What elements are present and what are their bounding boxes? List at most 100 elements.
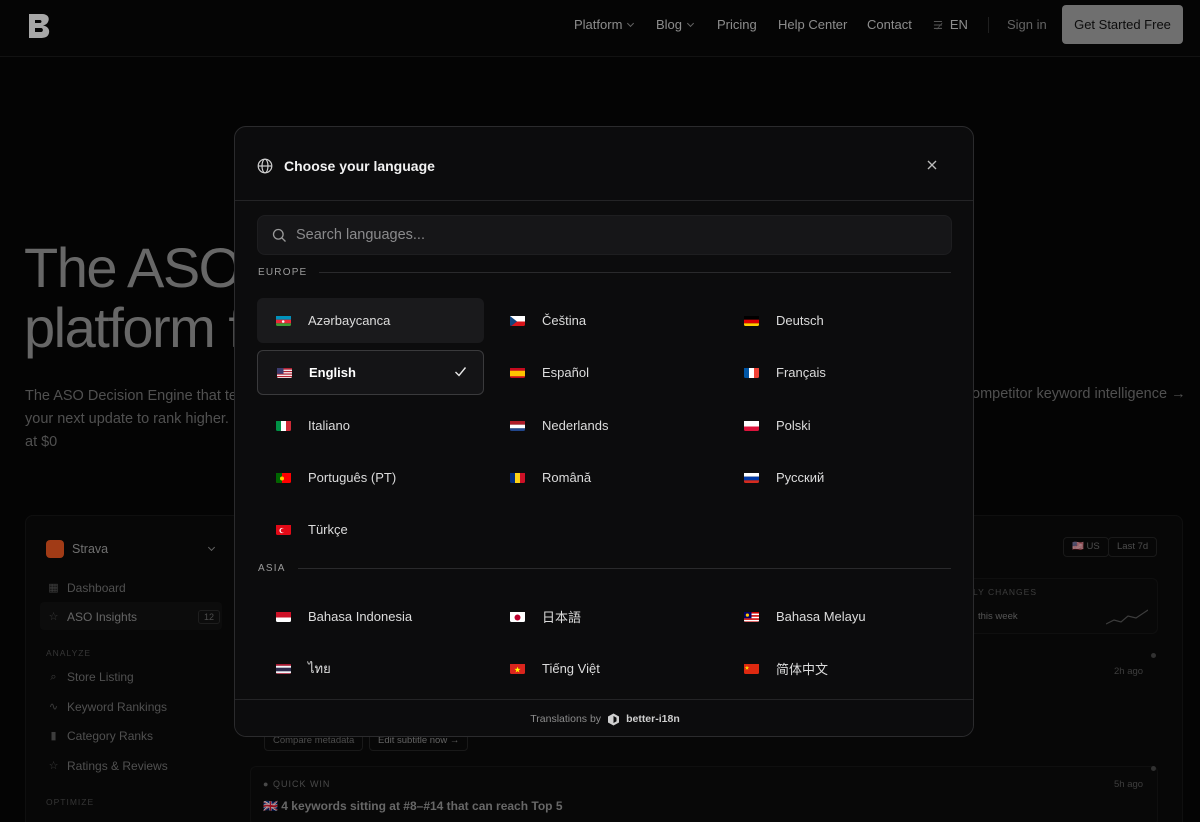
language-option-nl[interactable]: Nederlands (491, 403, 718, 448)
star-icon: ☆ (48, 610, 59, 623)
top-nav: Platform Blog Pricing Help Center Contact ☰̷… (0, 0, 1200, 57)
language-option-ru[interactable]: Русский (725, 455, 952, 500)
sidebar-item-keyword-rankings[interactable]: ∿ Keyword Rankings (48, 700, 167, 714)
star-outline-icon: ☆ (48, 759, 59, 772)
sidebar-item-aso-insights[interactable]: ☆ ASO Insights (48, 610, 137, 624)
flag-jp-icon (510, 611, 525, 622)
language-label: Nederlands (542, 417, 609, 433)
flag-vn-icon (510, 663, 525, 674)
language-option-cz[interactable]: Čeština (491, 298, 718, 343)
nav-link-label: Platform (574, 17, 623, 32)
weekly-changes-card (960, 578, 1158, 634)
language-option-ro[interactable]: Română (491, 455, 718, 500)
language-option-vn[interactable]: Tiếng Việt (491, 646, 718, 691)
sidebar-item-label: Ratings & Reviews (67, 759, 168, 773)
flag-tr-icon (276, 524, 291, 536)
translate-icon: ☰̷ (933, 20, 943, 32)
search-icon: ⌕ (50, 670, 57, 683)
strava-icon (46, 540, 64, 558)
sidebar-item-label: Category Ranks (67, 729, 154, 743)
language-modal: Choose your language EUROPE Azərbaycanca Č… (234, 126, 974, 737)
nav-link-contact[interactable]: Contact (867, 17, 912, 32)
better-i18n-logo-icon (608, 713, 620, 725)
modal-title: Choose your language (284, 158, 435, 174)
language-label: Türkçe (308, 522, 348, 538)
nav-link-platform[interactable]: Platform (574, 17, 635, 32)
hero-title-line-2: platform f (24, 296, 244, 359)
sidebar-section-analyze: ANALYZE (46, 648, 92, 658)
flag-th-icon (276, 663, 291, 674)
get-started-button[interactable]: Get Started Free (1062, 5, 1183, 44)
language-option-pt[interactable]: Português (PT) (257, 455, 484, 500)
quick-win-text: 🇬🇧 4 keywords sitting at #8–#14 that can… (263, 799, 563, 813)
language-option-es[interactable]: Español (491, 350, 718, 395)
section-divider (297, 567, 951, 569)
flag-pt-icon (276, 472, 291, 483)
language-option-us[interactable]: English (257, 350, 484, 396)
sign-in-link[interactable]: Sign in (1007, 17, 1047, 32)
hero-description-right: ompetitor keyword intelligence → (972, 386, 1186, 402)
sidebar-item-label: ASO Insights (67, 610, 138, 624)
sidebar-section-optimize: OPTIMIZE (46, 797, 95, 807)
nav-link-blog[interactable]: Blog (656, 17, 695, 32)
language-label: Français (776, 365, 826, 381)
quick-win-card (250, 766, 1158, 822)
check-icon (455, 367, 467, 377)
language-option-de[interactable]: Deutsch (725, 298, 952, 343)
language-option-it[interactable]: Italiano (257, 403, 484, 448)
brand-logo-icon[interactable] (26, 12, 54, 40)
footer-brand[interactable]: better-i18n (626, 713, 680, 725)
section-divider (319, 272, 952, 273)
hero-description: The ASO Decision Engine that te your nex… (25, 385, 237, 454)
language-option-fr[interactable]: Français (725, 350, 952, 395)
sidebar-item-label: Dashboard (67, 581, 126, 595)
timeline-dot (1151, 766, 1156, 771)
language-label: Čeština (542, 313, 587, 328)
weekly-changes-sub: this week (978, 611, 1018, 622)
close-icon[interactable] (926, 159, 938, 171)
section-label: EUROPE (258, 267, 308, 278)
globe-icon (257, 158, 273, 174)
language-option-pl[interactable]: Polski (725, 403, 952, 448)
language-option-my[interactable]: Bahasa Melayu (725, 594, 952, 639)
flag-my-icon (744, 611, 759, 622)
flag-de-icon (744, 315, 759, 326)
sidebar-item-store-listing[interactable]: ⌕ Store Listing (48, 670, 133, 684)
language-option-id[interactable]: Bahasa Indonesia (257, 594, 484, 639)
flag-fr-icon (744, 367, 759, 379)
sidebar-item-dashboard[interactable]: ▦ Dashboard (48, 581, 126, 595)
nav-link-pricing[interactable]: Pricing (717, 17, 757, 32)
timestamp: 2h ago (1114, 666, 1144, 677)
language-label: Português (PT) (308, 469, 397, 485)
search-icon (272, 228, 286, 242)
language-option-jp[interactable]: 日本語 (491, 594, 718, 639)
flag-it-icon (276, 420, 291, 431)
sidebar-item-category-ranks[interactable]: ▮ Category Ranks (48, 729, 153, 743)
nav-link-label: Contact (867, 17, 912, 32)
bar-chart-icon: ▮ (50, 729, 57, 742)
sidebar-item-label: Keyword Rankings (67, 700, 168, 714)
quick-win-label-text: QUICK WIN (272, 779, 331, 789)
nav-link-label: Pricing (717, 17, 757, 32)
language-option-th[interactable]: ไทย (257, 646, 484, 691)
language-label: 简体中文 (776, 661, 829, 677)
timeline-dot (1151, 653, 1156, 658)
hero-desc-line-2: your next update to rank higher. (25, 411, 229, 427)
section-europe: EUROPE (258, 267, 952, 278)
nav-link-help-center[interactable]: Help Center (778, 17, 847, 32)
search-input[interactable] (296, 216, 936, 254)
language-option-az[interactable]: Azərbaycanca (257, 298, 484, 343)
app-switcher[interactable]: Strava (46, 540, 108, 558)
flag-ru-icon (744, 472, 759, 483)
hero-title-line-1: The ASO (24, 236, 242, 299)
date-range-filter[interactable]: Last 7d (1108, 537, 1158, 557)
section-label: ASIA (258, 562, 286, 574)
language-option-cn[interactable]: 简体中文 (725, 646, 952, 691)
language-switcher[interactable]: ☰̷ EN (933, 17, 968, 32)
modal-footer: Translations by better-i18n (235, 699, 973, 736)
app-name: Strava (72, 542, 109, 556)
sidebar-item-ratings-reviews[interactable]: ☆ Ratings & Reviews (48, 759, 168, 773)
language-option-tr[interactable]: Türkçe (257, 507, 484, 552)
sidebar-active-bg (40, 602, 222, 630)
language-label: Русский (776, 469, 825, 485)
